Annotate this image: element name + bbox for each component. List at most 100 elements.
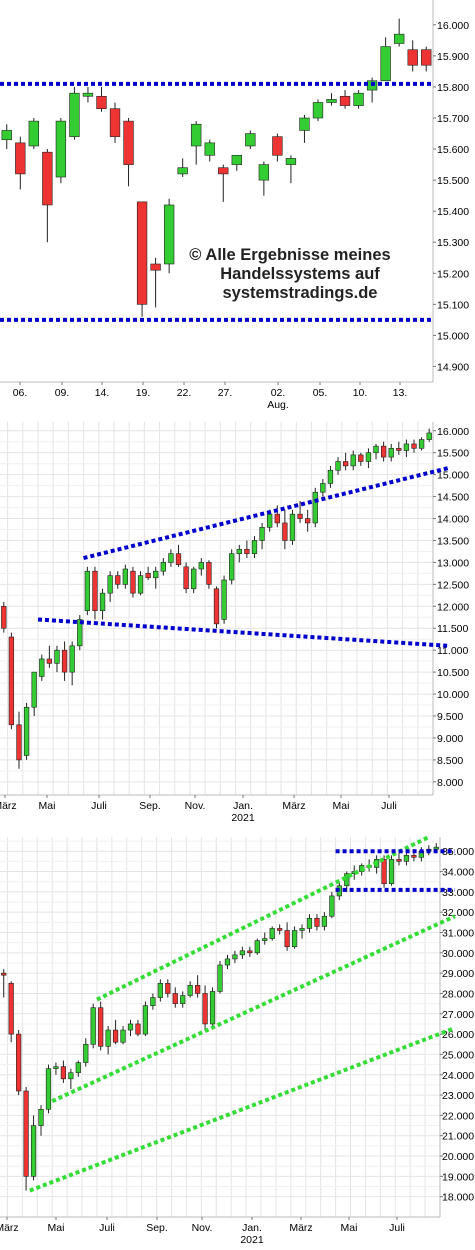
candle-body-up: [291, 930, 298, 948]
candle-body-up: [245, 133, 256, 147]
candle-body-up: [83, 1043, 89, 1063]
candle-body-up: [38, 1108, 44, 1126]
candle-body-down: [136, 201, 148, 305]
horizontal-grid: [0, 840, 440, 1198]
candle: [30, 1115, 37, 1181]
candle: [99, 588, 106, 620]
x-tick-label: 13.: [393, 387, 408, 399]
candle: [373, 443, 379, 460]
y-tick-label: 15.400: [437, 206, 469, 218]
candle: [236, 544, 242, 563]
y-tick-label: 31.000: [442, 928, 474, 940]
candle-body-up: [187, 985, 193, 996]
candle-body-up: [269, 928, 275, 939]
candle-body-up: [107, 575, 113, 594]
candle-body-down: [16, 724, 22, 761]
candle-body-down: [96, 95, 107, 109]
candle: [123, 118, 134, 187]
candle: [180, 991, 186, 1008]
candle: [90, 1003, 96, 1049]
candle: [326, 93, 337, 106]
candle-body-down: [8, 636, 15, 726]
y-tick-label: 15.800: [437, 82, 469, 94]
candle-body-up: [418, 439, 425, 449]
candle-body-up: [82, 92, 94, 97]
candle-body-up: [289, 513, 296, 541]
candle-body-up: [312, 102, 324, 119]
candle-body-up: [157, 983, 163, 998]
candle: [297, 500, 303, 523]
y-tick-labels: 18.000 19.000 20.000 21.000 22.000 23.000 24.0…: [440, 846, 474, 1204]
candle-body-up: [191, 123, 202, 147]
candle-body-up: [160, 562, 166, 572]
candle-body-down: [92, 570, 98, 611]
y-tick-label: 15.600: [437, 144, 469, 156]
candle: [299, 114, 310, 143]
candle: [195, 975, 201, 998]
green-dotted-line: [96, 835, 430, 1002]
candle: [291, 926, 298, 949]
x-tick-label: Sep.: [139, 800, 161, 812]
candle: [396, 853, 402, 866]
candle: [321, 912, 328, 931]
y-tick-label: 22.000: [442, 1110, 474, 1122]
candle-body-up: [127, 1023, 134, 1031]
candle: [115, 571, 121, 589]
candle-body-down: [407, 49, 418, 66]
trend-lines: [37, 466, 449, 648]
candle: [1, 124, 12, 150]
candle: [16, 711, 22, 769]
candle-body-up: [306, 917, 313, 929]
candle-body-up: [365, 452, 372, 462]
candle: [282, 509, 288, 550]
y-tick-label: 15.100: [437, 299, 469, 311]
trend-lines: [29, 835, 456, 1193]
y-tick-label: 12.000: [437, 601, 469, 613]
candle-body-down: [195, 985, 201, 994]
x-tick-label: 19.: [136, 387, 151, 399]
candle: [68, 1068, 74, 1089]
candle: [46, 645, 53, 668]
candle-body-up: [105, 1029, 111, 1047]
candle: [312, 487, 318, 528]
candle-body-up: [55, 120, 67, 178]
y-tick-label: 30.000: [442, 948, 474, 960]
candle: [69, 86, 80, 140]
candles: [1, 18, 432, 317]
candle-body-up: [426, 432, 432, 440]
candle: [23, 1086, 29, 1191]
y-tick-label: 15.500: [437, 448, 469, 460]
candle: [269, 926, 275, 941]
x-tick-label: 14.: [95, 387, 110, 399]
candle-body-up: [23, 706, 30, 756]
candle: [198, 558, 204, 576]
candles: [1, 843, 439, 1191]
candle: [421, 46, 432, 72]
y-tick-label: 13.500: [437, 535, 469, 547]
y-tick-label: 14.500: [437, 492, 469, 504]
candle-body-down: [202, 993, 208, 1025]
candle: [217, 960, 223, 994]
candle-body-down: [213, 588, 220, 625]
vertical-grid: [6, 837, 426, 1217]
x-tick-label: März: [0, 1222, 19, 1234]
x-tick-label: Jan.: [233, 800, 253, 812]
y-tick-labels: 14.900 15.000 15.100 15.200 15.300 15.400 15.5…: [433, 20, 469, 373]
candle-body-up: [28, 120, 39, 147]
x-tick-label: 05.: [313, 387, 328, 399]
candle-body-up: [231, 154, 242, 165]
candle: [277, 924, 283, 935]
y-tick-label: 16.000: [437, 426, 469, 438]
candle-body-up: [191, 568, 197, 590]
y-tick-label: 15.500: [437, 175, 469, 187]
candle: [16, 1030, 22, 1096]
candle: [407, 40, 418, 72]
y-tick-label: 11.500: [437, 623, 468, 635]
candle-body-up: [299, 928, 305, 931]
y-tick-label: 12.500: [437, 579, 469, 591]
candle-body-down: [1, 606, 7, 629]
candle-body-down: [206, 562, 212, 585]
candle-body-up: [258, 164, 270, 181]
candle: [209, 987, 216, 1029]
x-tick-label: Mai: [39, 800, 56, 812]
